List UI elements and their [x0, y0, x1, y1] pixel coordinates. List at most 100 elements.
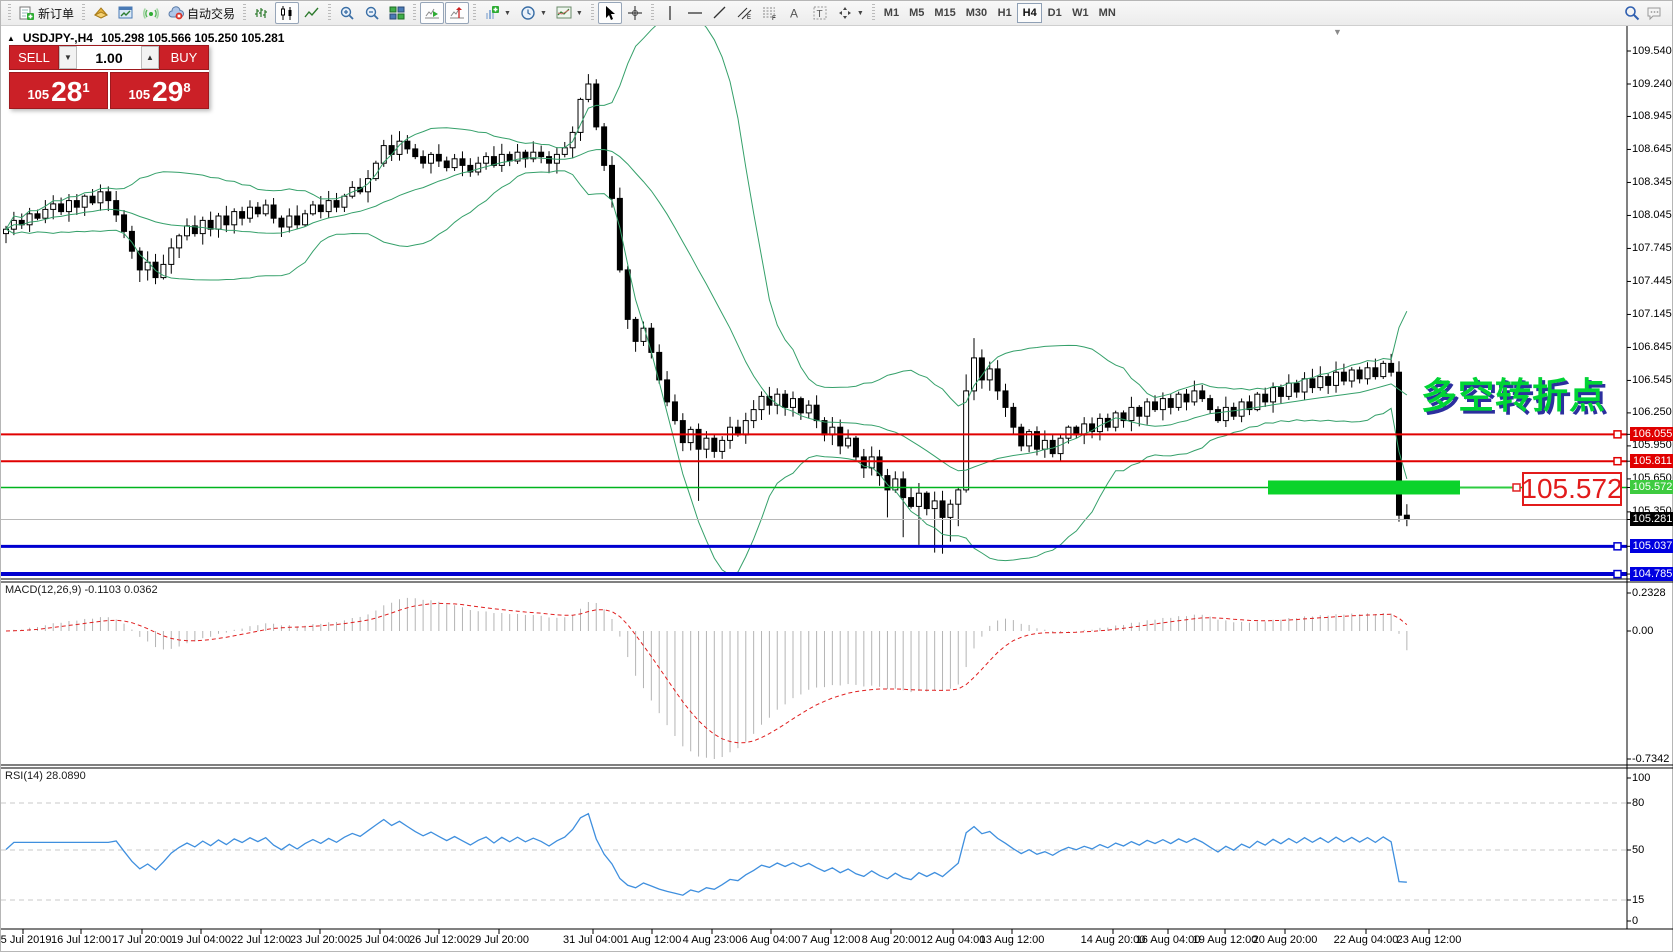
- svg-text:T: T: [816, 9, 822, 20]
- buy-price-button[interactable]: 105 29 8: [110, 72, 209, 109]
- timeframe-m30[interactable]: M30: [965, 7, 988, 19]
- cursor-button[interactable]: [597, 2, 622, 24]
- time-label: 13 Aug 12:00: [979, 934, 1045, 946]
- text-label-button[interactable]: T: [808, 2, 832, 24]
- vertical-line-button[interactable]: [658, 2, 682, 24]
- tile-windows-icon: [389, 6, 405, 20]
- arrows-button[interactable]: ▼: [833, 2, 868, 24]
- price-tick: 108.345: [1632, 175, 1672, 188]
- toolbar-grip[interactable]: [650, 4, 654, 22]
- timeframe-m1[interactable]: M1: [883, 7, 900, 19]
- toolbar-grip[interactable]: [590, 4, 594, 22]
- indicator-axis-tick: 50: [1632, 843, 1645, 856]
- price-callout-box[interactable]: 105.572: [1521, 472, 1623, 506]
- toolbar-grip[interactable]: [871, 4, 875, 22]
- chart-shift-button[interactable]: [445, 2, 470, 24]
- buy-price-pip: 8: [183, 80, 191, 95]
- metaeditor-button[interactable]: [89, 2, 113, 24]
- autotrading-button[interactable]: 自动交易: [164, 2, 239, 24]
- trade-panel-collapse-icon[interactable]: ▲: [7, 33, 15, 43]
- zoom-out-button[interactable]: [360, 2, 384, 24]
- timeframe-h4[interactable]: H4: [1017, 3, 1043, 23]
- search-icon[interactable]: [1624, 5, 1640, 21]
- timeframe-w1[interactable]: W1: [1072, 7, 1089, 19]
- indicators-icon: [486, 6, 500, 19]
- signals-button[interactable]: [139, 2, 163, 24]
- toolbar-grip[interactable]: [473, 4, 477, 22]
- zoom-in-button[interactable]: [335, 2, 359, 24]
- bar-chart-button[interactable]: [250, 2, 274, 24]
- volume-decrease-button[interactable]: ▼: [59, 46, 77, 69]
- periods-clock-icon: [521, 6, 535, 20]
- buy-price-main: 29: [152, 76, 184, 107]
- chat-icon[interactable]: [1646, 5, 1662, 21]
- time-label: 8 Aug 20:00: [861, 934, 921, 946]
- price-badge: 105.811: [1630, 454, 1673, 469]
- time-label: 4 Aug 23:00: [682, 934, 742, 946]
- metaeditor-icon: [93, 7, 109, 19]
- price-tick: 108.045: [1632, 208, 1672, 221]
- chart-annotation-text[interactable]: 多空转折点: [1421, 375, 1607, 416]
- fibonacci-button[interactable]: F: [758, 2, 782, 24]
- trendline-icon: [713, 6, 726, 19]
- new-order-button[interactable]: 新订单: [15, 2, 78, 24]
- sell-button[interactable]: SELL: [9, 45, 59, 70]
- buy-button[interactable]: BUY: [159, 45, 209, 70]
- buy-price-handle: 105: [128, 87, 151, 102]
- price-tick: 107.445: [1632, 274, 1672, 287]
- time-label: 26 Jul 12:00: [409, 934, 469, 946]
- indicators-button[interactable]: ▼: [480, 2, 515, 24]
- market-watch-button[interactable]: [114, 2, 138, 24]
- price-tick: 108.645: [1632, 142, 1672, 155]
- timeframe-h1[interactable]: H1: [997, 7, 1012, 19]
- time-label: 6 Aug 04:00: [741, 934, 801, 946]
- crosshair-button[interactable]: [623, 2, 647, 24]
- time-label: 17 Jul 20:00: [112, 934, 172, 946]
- timeframe-d1[interactable]: D1: [1047, 7, 1062, 19]
- text-button[interactable]: A: [783, 2, 807, 24]
- time-label: 22 Aug 04:00: [1333, 934, 1399, 946]
- chart-shift-marker[interactable]: ▼: [1333, 27, 1342, 37]
- auto-scroll-button[interactable]: [420, 2, 445, 24]
- new-order-icon: [19, 6, 34, 20]
- dropdown-arrow-icon: ▼: [504, 9, 511, 17]
- toolbar-grip[interactable]: [8, 4, 11, 22]
- time-label: 14 Aug 20:00: [1080, 934, 1146, 946]
- timeframe-m15[interactable]: M15: [934, 7, 956, 19]
- bar-chart-icon: [255, 8, 268, 18]
- templates-button[interactable]: ▼: [552, 2, 587, 24]
- tile-windows-button[interactable]: [385, 2, 409, 24]
- line-chart-button[interactable]: [300, 2, 324, 24]
- chart-symbol-period: USDJPY-,H4: [22, 31, 93, 45]
- toolbar-grip[interactable]: [82, 4, 86, 22]
- indicator-axis-tick: 15: [1632, 893, 1645, 906]
- trendline-button[interactable]: [708, 2, 732, 24]
- volume-input[interactable]: [77, 46, 141, 69]
- auto-scroll-icon: [425, 8, 440, 19]
- price-tick: 107.145: [1632, 307, 1672, 320]
- time-label: 31 Jul 04:00: [563, 934, 623, 946]
- time-label: 12 Aug 04:00: [920, 934, 986, 946]
- candle-chart-button[interactable]: [275, 2, 300, 24]
- time-label: 15 Jul 2019: [0, 934, 52, 946]
- toolbar-grip[interactable]: [413, 4, 417, 22]
- equidistant-channel-button[interactable]: E: [733, 2, 757, 24]
- timeframe-m5[interactable]: M5: [909, 7, 925, 19]
- toolbar-grip[interactable]: [328, 4, 332, 22]
- signals-icon: [143, 8, 159, 19]
- sell-price-main: 28: [51, 76, 83, 107]
- chart-ohlc: 105.298 105.566 105.250 105.281: [100, 31, 285, 45]
- horizontal-line-button[interactable]: [683, 2, 707, 24]
- sell-price-button[interactable]: 105 28 1: [9, 72, 108, 109]
- toolbar-grip[interactable]: [243, 4, 247, 22]
- periods-button[interactable]: ▼: [516, 2, 551, 24]
- volume-increase-button[interactable]: ▲: [141, 46, 159, 69]
- price-tick: 105.950: [1632, 439, 1672, 452]
- horizontal-line-icon: [687, 12, 702, 14]
- time-label: 23 Aug 12:00: [1396, 934, 1462, 946]
- svg-text:F: F: [772, 15, 776, 21]
- time-label: 19 Jul 04:00: [171, 934, 231, 946]
- chart-title: ▲ USDJPY-,H4 105.298 105.566 105.250 105…: [7, 31, 284, 45]
- timeframe-mn[interactable]: MN: [1098, 7, 1116, 19]
